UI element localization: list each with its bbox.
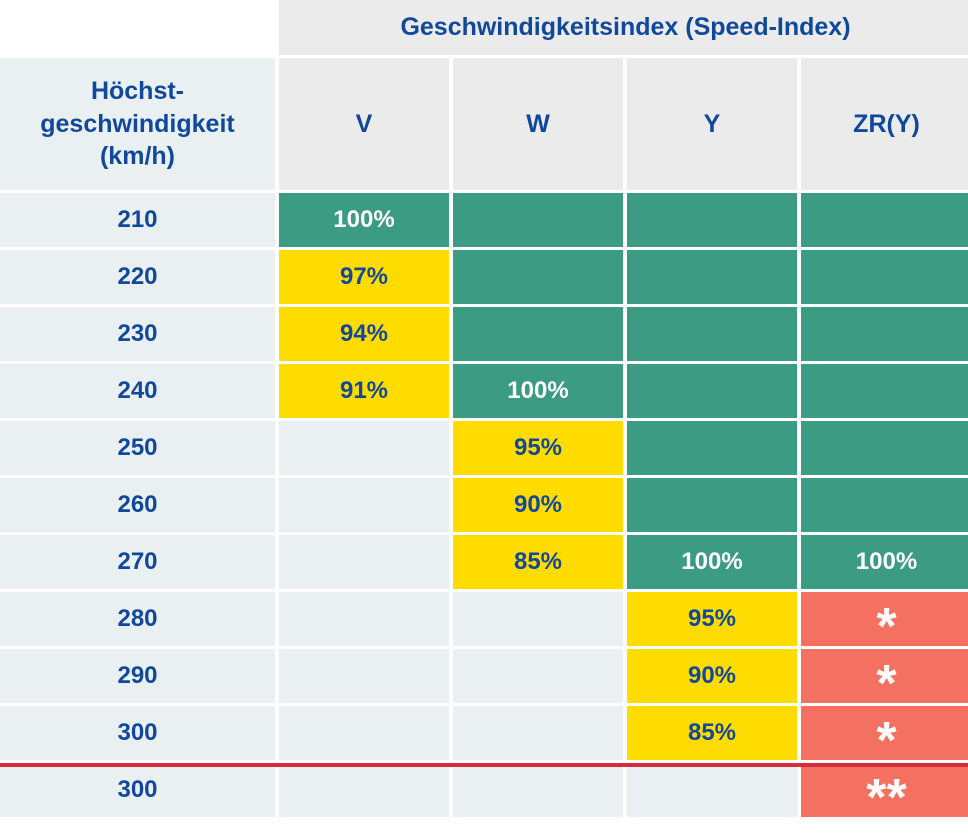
table-cell: * [801, 592, 968, 656]
table-cell [453, 193, 623, 247]
table-cell [453, 307, 623, 361]
table-cell [801, 364, 968, 418]
table-cell: 85% [453, 535, 623, 589]
table-cell: ** [801, 763, 968, 827]
row-speed-label: 270 [0, 535, 275, 589]
table-cell [453, 706, 623, 760]
table-cell: 91% [279, 364, 449, 418]
table-cell [279, 535, 449, 589]
table-cell [453, 250, 623, 304]
group-header: Geschwindigkeitsindex (Speed-Index) [279, 0, 968, 55]
table-cell [801, 478, 968, 532]
table-cell: 100% [279, 193, 449, 247]
table-cell [801, 193, 968, 247]
row-speed-label: 300 [0, 763, 275, 817]
table-cell: 90% [453, 478, 623, 532]
row-speed-label: 230 [0, 307, 275, 361]
corner-blank [0, 0, 275, 55]
table-cell [627, 763, 797, 817]
table-cell [279, 421, 449, 475]
table-cell [627, 364, 797, 418]
table-cell [279, 706, 449, 760]
table-cell: * [801, 649, 968, 713]
table-cell: 100% [453, 364, 623, 418]
table-cell [801, 307, 968, 361]
table-cell: 94% [279, 307, 449, 361]
table-cell [627, 478, 797, 532]
table-cell [279, 649, 449, 703]
row-speed-label: 210 [0, 193, 275, 247]
table-cell [801, 250, 968, 304]
table-cell [453, 592, 623, 646]
table-cell: 90% [627, 649, 797, 703]
table-cell [627, 421, 797, 475]
table-cell [627, 193, 797, 247]
table-cell [453, 649, 623, 703]
column-header-zry: ZR(Y) [801, 58, 968, 190]
table-cell [801, 421, 968, 475]
table-cell [627, 250, 797, 304]
table-cell: 85% [627, 706, 797, 760]
table-cell: * [801, 706, 968, 770]
row-speed-label: 260 [0, 478, 275, 532]
row-speed-label: 220 [0, 250, 275, 304]
table-cell [279, 592, 449, 646]
table-cell: 100% [801, 535, 968, 589]
table-cell [453, 763, 623, 817]
row-speed-label: 300 [0, 706, 275, 760]
table-cell [279, 763, 449, 817]
column-header-y: Y [627, 58, 797, 190]
row-header-title: Höchst- geschwindigkeit (km/h) [0, 58, 275, 190]
column-header-w: W [453, 58, 623, 190]
divider-line [0, 763, 968, 767]
table-cell: 95% [627, 592, 797, 646]
table-cell [279, 478, 449, 532]
row-speed-label: 240 [0, 364, 275, 418]
row-speed-label: 250 [0, 421, 275, 475]
table-cell: 100% [627, 535, 797, 589]
row-speed-label: 280 [0, 592, 275, 646]
column-header-v: V [279, 58, 449, 190]
row-speed-label: 290 [0, 649, 275, 703]
table-cell: 95% [453, 421, 623, 475]
table-cell [627, 307, 797, 361]
table-cell: 97% [279, 250, 449, 304]
